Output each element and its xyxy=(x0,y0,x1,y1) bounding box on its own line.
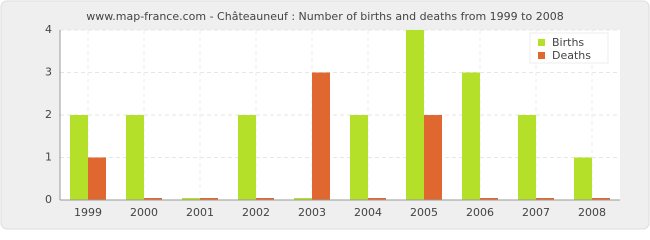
bar xyxy=(200,198,218,200)
bar xyxy=(480,198,498,200)
legend-swatch xyxy=(538,52,545,59)
bar xyxy=(294,198,312,200)
bar xyxy=(126,115,144,200)
y-tick-label: 0 xyxy=(45,193,52,206)
bar xyxy=(424,115,442,200)
x-tick-label: 2008 xyxy=(578,206,606,219)
bar xyxy=(536,198,554,200)
y-tick-label: 2 xyxy=(45,108,52,121)
x-tick-label: 2002 xyxy=(242,206,270,219)
bar xyxy=(406,30,424,200)
bar xyxy=(256,198,274,200)
chart: www.map-france.com - Châteauneuf : Numbe… xyxy=(0,0,650,230)
chart-title: www.map-france.com - Châteauneuf : Numbe… xyxy=(86,10,563,23)
bar xyxy=(144,198,162,200)
bar xyxy=(238,115,256,200)
y-tick-label: 1 xyxy=(45,151,52,164)
bar xyxy=(462,72,480,200)
bar xyxy=(182,198,200,200)
x-tick-label: 2001 xyxy=(186,206,214,219)
legend-swatch xyxy=(538,39,545,46)
bar xyxy=(312,72,330,200)
y-tick-label: 4 xyxy=(45,23,52,36)
legend-label: Births xyxy=(552,36,584,49)
x-tick-label: 1999 xyxy=(74,206,102,219)
bar xyxy=(350,115,368,200)
x-tick-label: 2005 xyxy=(410,206,438,219)
x-tick-label: 2000 xyxy=(130,206,158,219)
bar xyxy=(592,198,610,200)
x-tick-label: 2003 xyxy=(298,206,326,219)
x-tick-label: 2007 xyxy=(522,206,550,219)
bar xyxy=(518,115,536,200)
x-tick-label: 2006 xyxy=(466,206,494,219)
bar xyxy=(88,157,106,200)
bar xyxy=(70,115,88,200)
bar xyxy=(368,198,386,200)
bar xyxy=(574,157,592,200)
x-tick-label: 2004 xyxy=(354,206,382,219)
y-tick-label: 3 xyxy=(45,66,52,79)
legend-label: Deaths xyxy=(552,49,591,62)
